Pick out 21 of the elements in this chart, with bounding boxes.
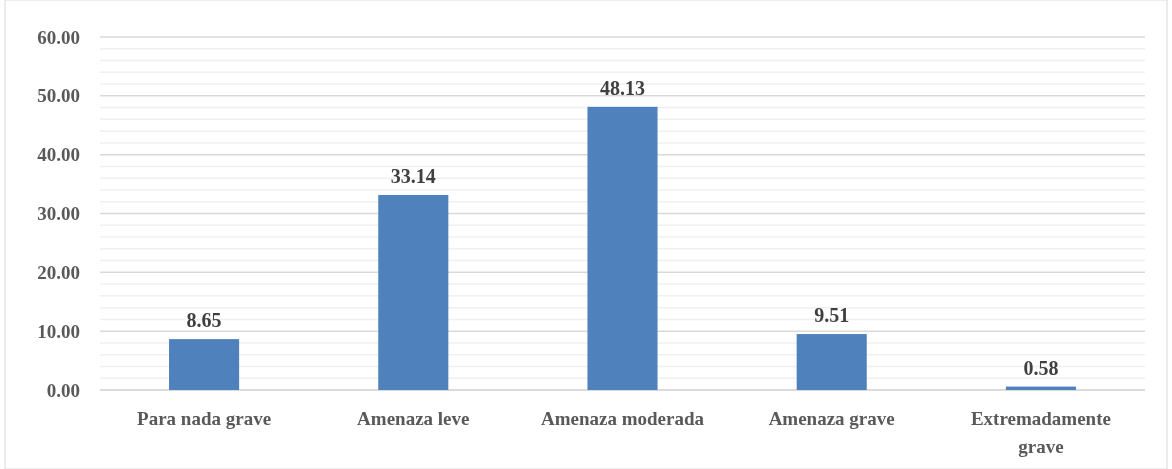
- y-tick-label: 40.00: [37, 144, 80, 166]
- y-tick-label: 50.00: [37, 85, 80, 107]
- data-label: 0.58: [1023, 356, 1059, 379]
- x-tick-label: Para nada grave: [137, 408, 272, 429]
- y-tick-label: 0.00: [46, 379, 80, 401]
- data-label: 8.65: [186, 309, 222, 332]
- data-label: 33.14: [390, 165, 436, 188]
- y-tick-label: 60.00: [37, 26, 80, 48]
- y-tick-label: 30.00: [37, 203, 80, 225]
- bar: [378, 195, 449, 390]
- y-tick-label: 20.00: [37, 261, 80, 283]
- bar: [796, 334, 867, 390]
- y-tick-label: 10.00: [37, 320, 80, 342]
- data-label: 9.51: [814, 304, 850, 327]
- x-tick-label: Amenaza leve: [357, 408, 470, 429]
- data-label: 48.13: [600, 76, 645, 99]
- x-tick-label: Extremadamente grave: [970, 408, 1111, 457]
- x-tick-label: Amenaza grave: [768, 408, 895, 429]
- bar: [587, 106, 658, 390]
- x-tick-label: Amenaza moderada: [540, 408, 705, 429]
- bar: [169, 339, 240, 390]
